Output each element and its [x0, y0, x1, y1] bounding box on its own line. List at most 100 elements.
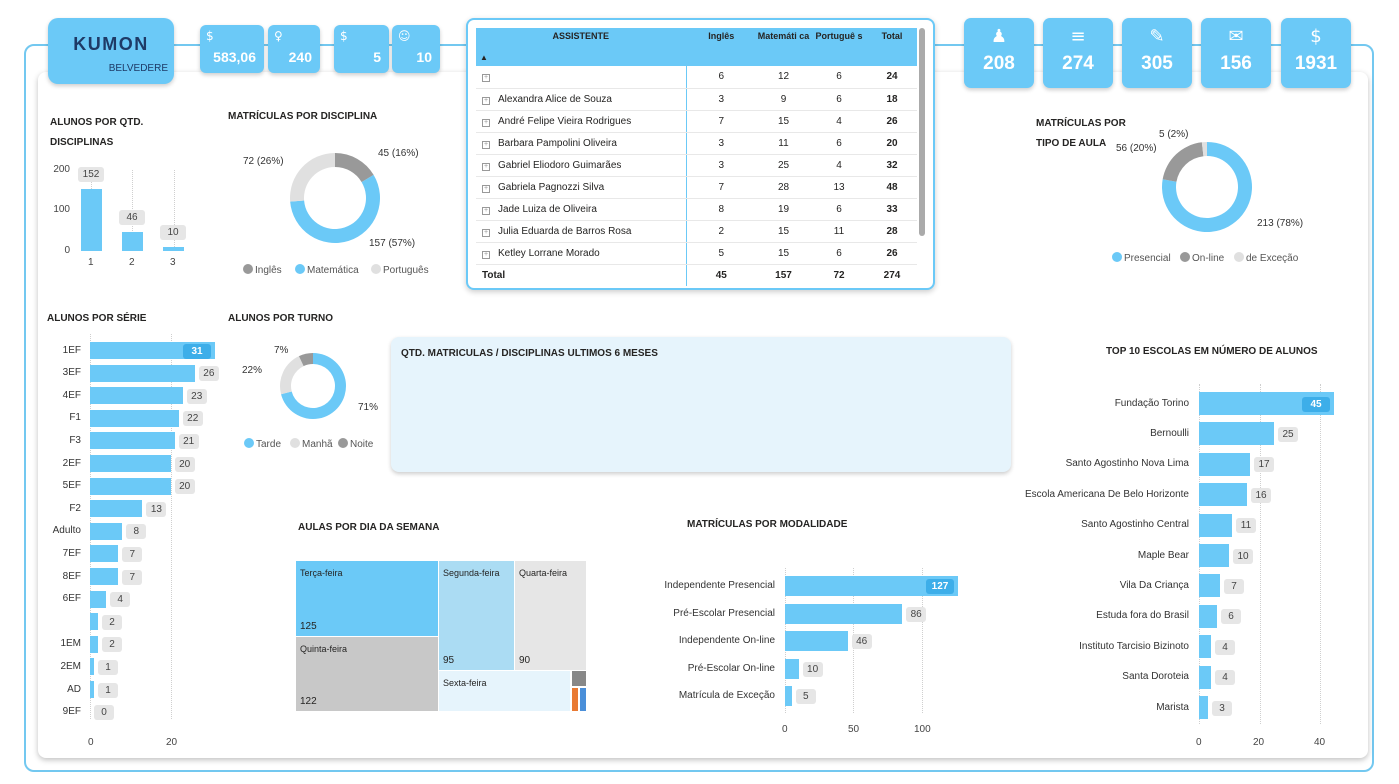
cell-total: 48 [867, 176, 917, 199]
bar-mark[interactable] [785, 603, 903, 624]
table-row[interactable]: + Gabriel Eliodoro Guimarães 3 25 4 32 [476, 154, 917, 177]
bar-mark[interactable] [90, 409, 179, 427]
col-header-portugues[interactable]: Portuguê s [811, 28, 867, 66]
bar-mark[interactable] [1199, 635, 1211, 659]
bar-mark[interactable] [90, 387, 183, 405]
expand-plus-icon[interactable]: + [482, 74, 490, 83]
bar-mark[interactable] [785, 658, 799, 679]
slice-on-line[interactable] [1162, 142, 1204, 182]
bar-mark[interactable] [1199, 483, 1247, 507]
col-header-assistente[interactable]: ASSISTENTE ▲ [476, 28, 686, 66]
col-header-total[interactable]: Total [867, 28, 917, 66]
kpi-card-big[interactable]: $1931 [1281, 18, 1351, 88]
bar-mark[interactable] [90, 477, 171, 495]
bar-mark[interactable] [81, 189, 102, 251]
legend-item[interactable]: de Exceção [1234, 252, 1298, 264]
sort-asc-icon[interactable]: ▲ [480, 53, 488, 62]
kpi-card-big[interactable]: ✎ 305 [1122, 18, 1192, 88]
category-label: 2EM [60, 660, 81, 672]
bar-mark[interactable] [1199, 665, 1211, 689]
bar-mark[interactable] [163, 246, 184, 251]
bar-mark[interactable] [1199, 452, 1250, 476]
category-label: Adulto [52, 525, 81, 537]
bar-mark[interactable] [1199, 604, 1217, 628]
expand-plus-icon[interactable]: + [482, 250, 490, 259]
treemap-tile-small[interactable] [572, 671, 586, 686]
table-scrollbar[interactable] [919, 28, 925, 236]
kpi-card-small[interactable]: ♀ 240 [268, 25, 320, 73]
expand-plus-icon[interactable]: + [482, 184, 490, 193]
table-row[interactable]: +6 12 6 24 [476, 66, 917, 89]
treemap-tile[interactable]: Quinta-feira 122 [296, 637, 438, 711]
bar-mark[interactable] [785, 686, 792, 706]
table-row[interactable]: + Jade Luiza de Oliveira 8 19 6 33 [476, 198, 917, 221]
bar-mark[interactable] [90, 364, 195, 382]
kpi-card-small[interactable]: $5 [334, 25, 389, 73]
bar-mark[interactable] [90, 635, 99, 653]
bar-mark[interactable] [90, 500, 143, 518]
legend-item[interactable]: On-line [1180, 252, 1224, 264]
bar-mark[interactable] [90, 681, 95, 698]
expand-plus-icon[interactable]: + [482, 140, 490, 149]
grid-line [1320, 384, 1321, 724]
treemap-tile[interactable]: Quarta-feira 90 [515, 561, 586, 670]
bar-mark[interactable] [90, 545, 119, 563]
bar-mark[interactable] [90, 568, 119, 585]
bar-mark[interactable] [122, 232, 143, 251]
treemap-tile[interactable]: Terça-feira 125 [296, 561, 438, 636]
legend-item[interactable]: Inglês [243, 264, 282, 276]
kpi-card-big[interactable]: ≡ 274 [1043, 18, 1113, 88]
legend-item[interactable]: Tarde [244, 438, 281, 450]
bar-mark[interactable] [1199, 696, 1208, 719]
bar-mark[interactable] [90, 590, 107, 608]
expand-plus-icon[interactable]: + [482, 162, 490, 171]
bar-mark[interactable] [90, 432, 175, 450]
bar-mark[interactable] [90, 658, 95, 676]
table-row[interactable]: + Julia Eduarda de Barros Rosa 2 15 11 28 [476, 220, 917, 243]
bar-mark[interactable] [90, 613, 99, 631]
bar-mark[interactable] [1199, 422, 1274, 446]
treemap-tile-small[interactable] [580, 688, 586, 711]
expand-plus-icon[interactable]: + [482, 96, 490, 105]
bar-mark[interactable] [1199, 392, 1334, 415]
bar-mark[interactable] [1199, 574, 1220, 598]
expand-plus-icon[interactable]: + [482, 118, 490, 127]
col-header-matematica[interactable]: Matemáti ca [756, 28, 811, 66]
table-row[interactable]: + Barbara Pampolini Oliveira 3 11 6 20 [476, 132, 917, 155]
treemap-tile-small[interactable] [572, 688, 578, 711]
col-header-ingles[interactable]: Inglês [685, 28, 756, 66]
table-row[interactable]: + Alexandra Alice de Souza 3 9 6 18 [476, 88, 917, 111]
bar-mark[interactable] [90, 455, 171, 472]
kpi-card-small[interactable]: $583,06 [200, 25, 264, 73]
slice-matem-tica[interactable] [290, 174, 380, 243]
tile-name: Quarta-feira [519, 568, 568, 578]
table-row[interactable]: + André Felipe Vieira Rodrigues 7 15 4 26 [476, 110, 917, 133]
slice-manh-[interactable] [280, 356, 304, 395]
slice-presencial[interactable] [1162, 142, 1252, 232]
legend-item[interactable]: Noite [338, 438, 373, 450]
treemap-tile[interactable]: Sexta-feira [439, 671, 570, 711]
kpi-card-big[interactable]: ♟ 208 [964, 18, 1034, 88]
bar-mark[interactable] [785, 576, 958, 596]
expand-plus-icon[interactable]: + [482, 228, 490, 237]
kpi-card-small[interactable]: ☺ 10 [392, 25, 440, 73]
bar-mark[interactable] [1199, 513, 1232, 537]
kpi-card-big[interactable]: ✉ 156 [1201, 18, 1271, 88]
slice-de-exce-o[interactable] [1201, 142, 1207, 157]
legend-item[interactable]: Português [371, 264, 429, 276]
slice-portugu-s[interactable] [290, 153, 335, 202]
bar-mark[interactable] [785, 631, 848, 651]
expand-plus-icon[interactable]: + [482, 206, 490, 215]
legend-item[interactable]: Presencial [1112, 252, 1171, 264]
table-row[interactable]: + Gabriela Pagnozzi Silva 7 28 13 48 [476, 176, 917, 199]
legend-item[interactable]: Manhã [290, 438, 333, 450]
logo-word: KUMON [73, 34, 149, 54]
slice-ingl-s[interactable] [335, 153, 374, 183]
slice-noite[interactable] [298, 353, 313, 367]
bar-mark[interactable] [90, 522, 123, 540]
bar-mark[interactable] [1199, 544, 1229, 567]
slice-tarde[interactable] [281, 353, 346, 419]
treemap-tile[interactable]: Segunda-feira 95 [439, 561, 514, 670]
legend-item[interactable]: Matemática [295, 264, 359, 276]
table-row[interactable]: + Ketley Lorrane Morado 5 15 6 26 [476, 242, 917, 265]
